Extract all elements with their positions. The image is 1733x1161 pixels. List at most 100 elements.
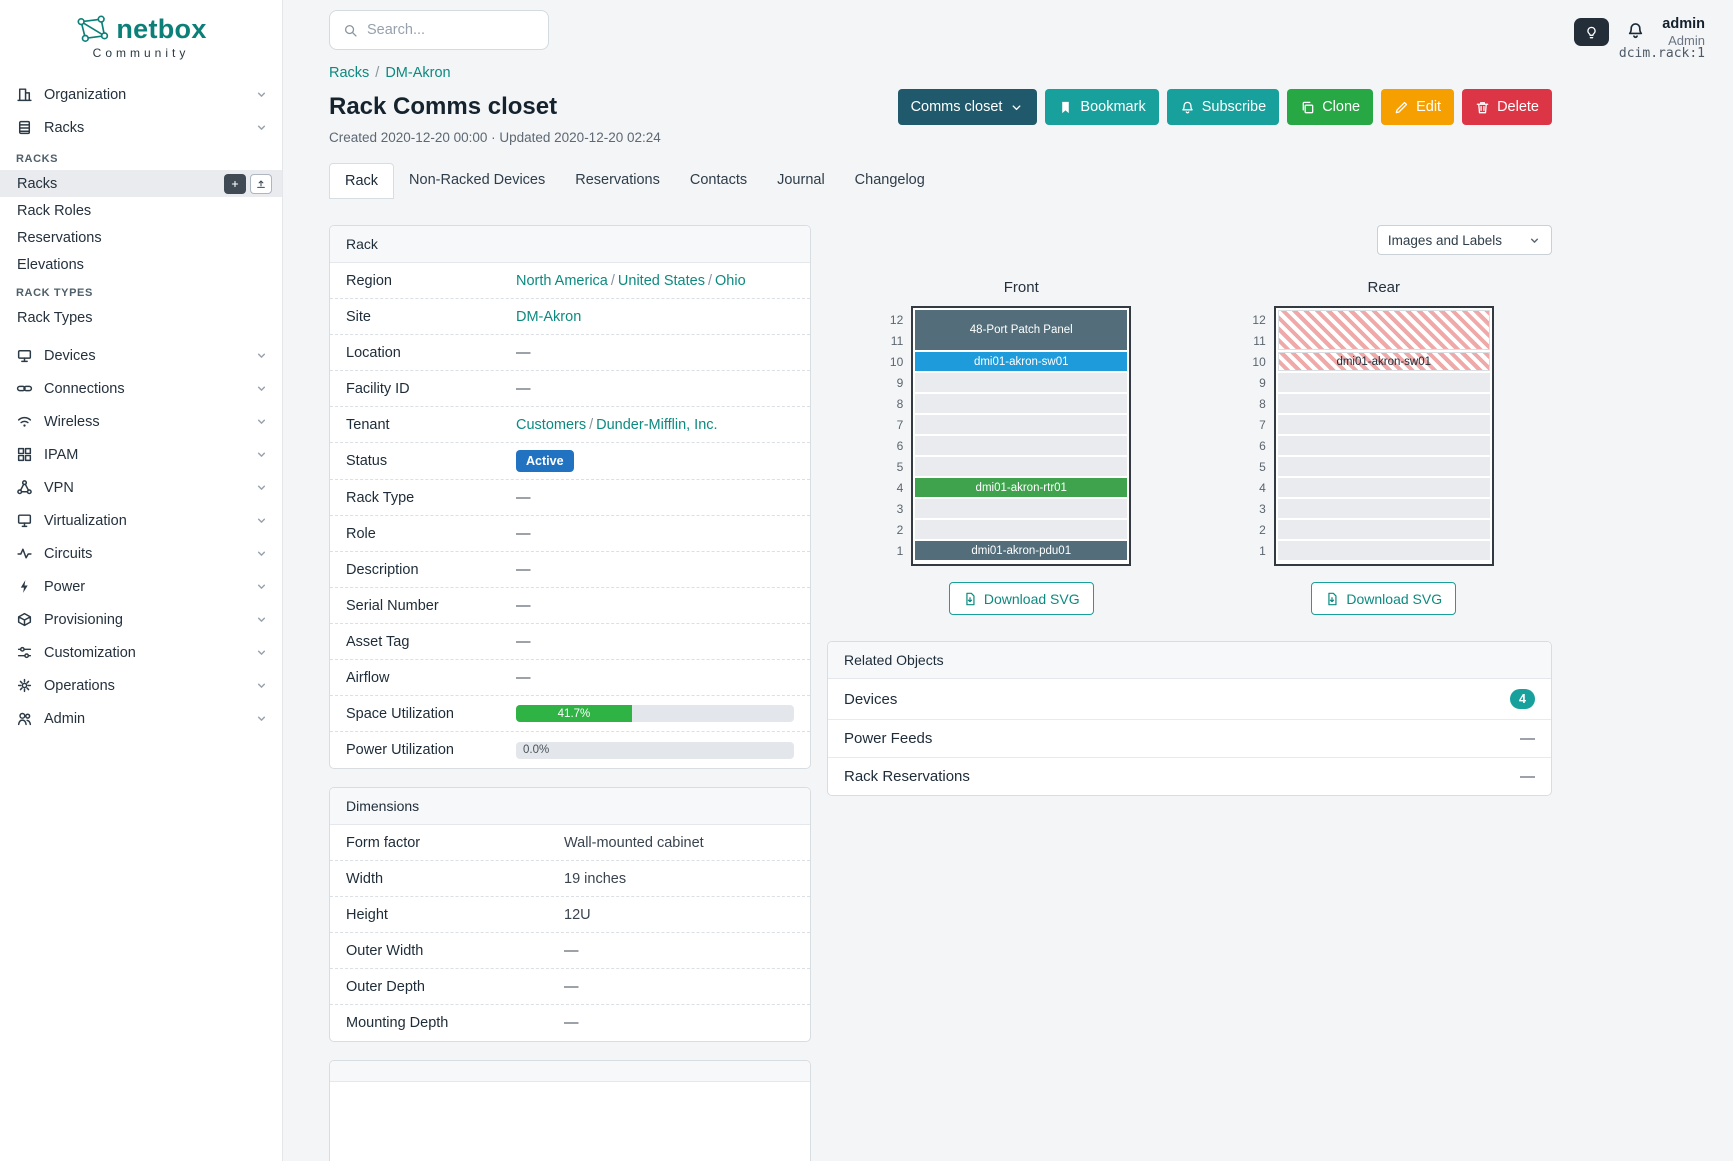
rack-slot-empty[interactable]	[1277, 436, 1490, 457]
rack-slot-empty[interactable]	[1277, 541, 1490, 562]
sidebar-item-label: VPN	[44, 479, 74, 496]
download-svg-front-button[interactable]: Download SVG	[948, 582, 1094, 615]
sidebar-subitem-reservations[interactable]: Reservations	[0, 224, 282, 251]
rack-icon	[16, 119, 33, 136]
tab-non-racked-devices[interactable]: Non-Racked Devices	[409, 172, 546, 188]
rack-device[interactable]: dmi01-akron-sw01	[1277, 352, 1490, 371]
comms-closet-dropdown[interactable]: Comms closet	[897, 89, 1038, 125]
rack-slot-empty[interactable]	[915, 436, 1128, 457]
sidebar-item-connections[interactable]: Connections	[0, 372, 282, 405]
breadcrumb-link-site[interactable]: DM-Akron	[385, 65, 451, 81]
images-labels-select[interactable]: Images and Labels	[1376, 225, 1552, 255]
tab-contacts[interactable]: Contacts	[689, 172, 748, 188]
unit-number: 7	[1259, 418, 1266, 432]
sidebar-subitem-rack-types[interactable]: Rack Types	[0, 304, 282, 331]
elevation-title: Front	[1003, 279, 1039, 296]
sidebar-item-circuits[interactable]: Circuits	[0, 537, 282, 570]
unit-number: 11	[1253, 334, 1266, 348]
rack-device[interactable]	[1277, 310, 1490, 350]
edit-button[interactable]: Edit	[1381, 89, 1455, 125]
search-icon	[343, 23, 358, 38]
delete-button[interactable]: Delete	[1462, 89, 1552, 125]
rack-slot-empty[interactable]	[915, 520, 1128, 541]
import-rack-button[interactable]	[250, 173, 272, 194]
clone-button[interactable]: Clone	[1287, 89, 1374, 125]
sidebar-item-power[interactable]: Power	[0, 570, 282, 603]
sidebar-item-organization[interactable]: Organization	[0, 78, 282, 111]
pulse-icon	[16, 545, 33, 562]
sidebar-subitem-elevations[interactable]: Elevations	[0, 251, 282, 278]
rack-device[interactable]: 48-Port Patch Panel	[915, 310, 1128, 350]
unit-number: 12	[889, 313, 904, 327]
object-identifier: dcim.rack:1	[1618, 46, 1705, 61]
chevron-down-icon	[255, 121, 268, 134]
trash-icon	[1475, 100, 1490, 115]
sidebar-item-operations[interactable]: Operations	[0, 669, 282, 702]
sidebar-item-devices[interactable]: Devices	[0, 339, 282, 372]
tab-changelog[interactable]: Changelog	[854, 172, 925, 188]
netbox-logo-icon	[77, 14, 109, 42]
detail-row-space-utilization: Space Utilization 41.7%	[330, 696, 810, 732]
add-rack-button[interactable]	[224, 173, 246, 194]
tab-rack[interactable]: Rack	[329, 163, 395, 199]
sidebar-item-label: Power	[44, 578, 86, 595]
sidebar-subitem-racks[interactable]: Racks	[0, 170, 282, 197]
sidebar-item-vpn[interactable]: VPN	[0, 471, 282, 504]
user-menu[interactable]: admin Admin	[1662, 15, 1705, 49]
rack-slot-empty[interactable]	[915, 415, 1128, 436]
region-link[interactable]: North America	[516, 272, 608, 289]
rack-slot-empty[interactable]	[915, 457, 1128, 478]
rack-slot-empty[interactable]	[915, 499, 1128, 520]
sidebar-item-racks[interactable]: Racks	[0, 111, 282, 144]
rack-slot-empty[interactable]	[1277, 415, 1490, 436]
subscribe-button[interactable]: Subscribe	[1166, 89, 1280, 125]
related-rack-reservations-row[interactable]: Rack Reservations —	[844, 768, 1535, 785]
rack-device[interactable]: dmi01-akron-pdu01	[915, 541, 1128, 560]
sidebar-item-ipam[interactable]: IPAM	[0, 438, 282, 471]
region-link[interactable]: United States	[617, 272, 705, 289]
detail-row-rack-type: Rack Type —	[330, 480, 810, 516]
theme-toggle-button[interactable]	[1574, 18, 1610, 47]
related-devices-row[interactable]: Devices 4	[828, 679, 1551, 720]
breadcrumb-link-racks[interactable]: Racks	[329, 65, 370, 81]
tenant-link[interactable]: Dunder-Mifflin, Inc.	[596, 416, 718, 433]
sidebar-subitem-rack-roles[interactable]: Rack Roles	[0, 197, 282, 224]
unit-number: 9	[1259, 376, 1266, 390]
search-box[interactable]	[329, 10, 549, 50]
rack-device[interactable]: dmi01-akron-sw01	[915, 352, 1128, 371]
sidebar-item-admin[interactable]: Admin	[0, 702, 282, 735]
rack-slot-empty[interactable]	[915, 394, 1128, 415]
rack-device[interactable]: dmi01-akron-rtr01	[915, 478, 1128, 497]
sidebar-item-label: Racks	[44, 119, 85, 136]
search-input[interactable]	[367, 22, 535, 38]
unit-number: 11	[890, 334, 904, 348]
notifications-button[interactable]	[1626, 21, 1645, 43]
sidebar-item-provisioning[interactable]: Provisioning	[0, 603, 282, 636]
unit-number: 2	[1259, 523, 1266, 537]
related-power-feeds-row[interactable]: Power Feeds —	[828, 720, 1551, 758]
building-icon	[16, 86, 33, 103]
sidebar-item-customization[interactable]: Customization	[0, 636, 282, 669]
sidebar-item-virtualization[interactable]: Virtualization	[0, 504, 282, 537]
bookmark-button[interactable]: Bookmark	[1045, 89, 1159, 125]
bell-icon	[1626, 21, 1645, 40]
related-objects-card: Related Objects Devices 4 Power Feeds — …	[827, 641, 1552, 796]
site-link[interactable]: DM-Akron	[516, 308, 582, 325]
sidebar-item-wireless[interactable]: Wireless	[0, 405, 282, 438]
unit-number: 4	[896, 481, 904, 495]
rack-slot-empty[interactable]	[1277, 457, 1490, 478]
rack-slot-empty[interactable]	[915, 373, 1128, 394]
rack-slot-empty[interactable]	[1277, 478, 1490, 499]
users-icon	[16, 710, 33, 727]
breadcrumb-separator: /	[375, 65, 380, 81]
rack-slot-empty[interactable]	[1277, 499, 1490, 520]
brand[interactable]: netbox Community	[0, 0, 282, 62]
tenant-group-link[interactable]: Customers	[516, 416, 587, 433]
region-link[interactable]: Ohio	[715, 272, 746, 289]
rack-slot-empty[interactable]	[1277, 394, 1490, 415]
download-svg-rear-button[interactable]: Download SVG	[1311, 582, 1457, 615]
tab-journal[interactable]: Journal	[777, 172, 825, 188]
rack-slot-empty[interactable]	[1277, 520, 1490, 541]
tab-reservations[interactable]: Reservations	[575, 172, 660, 188]
rack-slot-empty[interactable]	[1277, 373, 1490, 394]
